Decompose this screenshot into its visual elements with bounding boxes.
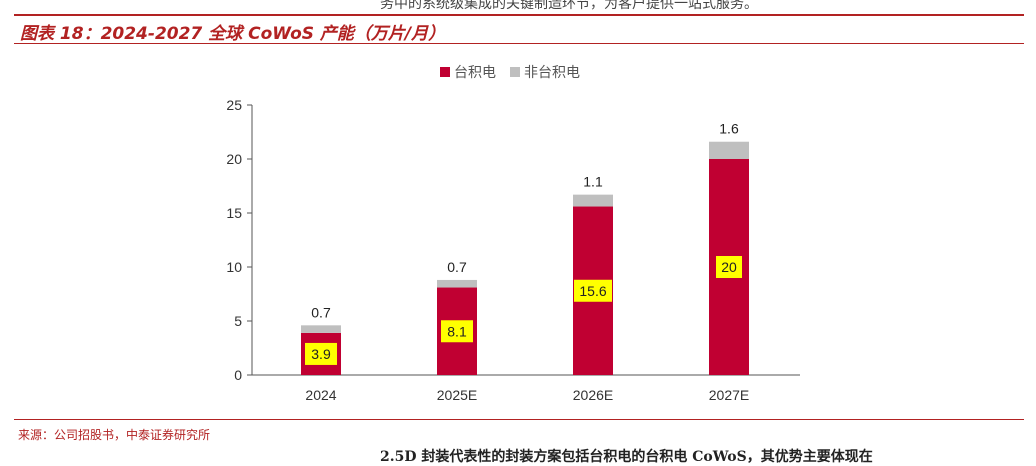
source-divider <box>14 419 1024 420</box>
label-tsmc-2027E: 20 <box>721 259 737 275</box>
y-tick-label-0: 0 <box>234 367 242 383</box>
label-tsmc-2024: 3.9 <box>311 346 331 362</box>
legend-label-2: 非台积电 <box>524 65 580 81</box>
legend-label-1: 台积电 <box>454 65 496 81</box>
x-tick-label-2027E: 2027E <box>709 387 749 403</box>
y-axis: 0 5 10 15 20 25 <box>226 97 800 383</box>
label-bg-tsmc-2026E <box>574 279 612 302</box>
bar-non-tsmc-2025E <box>437 279 477 288</box>
label-bg-tsmc-2024 <box>305 342 337 365</box>
x-tick-label-2026E: 2026E <box>573 387 613 403</box>
cut-off-top-text: 务中的系统级集成的关键制造环节，为客户提供一站式服务。 <box>380 0 758 12</box>
y-tick-label-3: 15 <box>226 205 242 221</box>
label-non-tsmc-2024: 0.7 <box>311 304 331 320</box>
cut-off-bottom-text: 2.5D 封装代表性的封装方案包括台积电的台积电 CoWoS，其优势主要体现在 <box>380 449 873 465</box>
stacked-bar-chart: 台积电 非台积电 0 5 10 15 20 25 3.9 0.7 8.1 0.7 15.6 1.1 20… <box>226 65 800 403</box>
label-bg-tsmc-2027E <box>716 256 742 278</box>
bar-non-tsmc-2026E <box>573 194 613 207</box>
figure-title-bar: 图表 18：2024-2027 全球 CoWoS 产能（万片/月） <box>14 14 1024 44</box>
bar-non-tsmc-2027E <box>709 141 749 159</box>
figure-title: 图表 18：2024-2027 全球 CoWoS 产能（万片/月） <box>20 24 446 44</box>
source-note: 来源：公司招股书，中泰证券研究所 <box>18 428 211 442</box>
bar-non-tsmc-2024 <box>301 325 341 333</box>
label-tsmc-2026E: 15.6 <box>579 283 606 299</box>
x-axis: 2024 2025E 2026E 2027E <box>305 387 749 403</box>
chart-legend: 台积电 非台积电 <box>440 65 580 81</box>
legend-swatch-1 <box>440 67 450 77</box>
y-tick-label-4: 20 <box>226 151 242 167</box>
x-tick-label-2025E: 2025E <box>437 387 477 403</box>
label-non-tsmc-2027E: 1.6 <box>719 121 739 137</box>
label-bg-tsmc-2025E <box>441 320 473 343</box>
label-tsmc-2025E: 8.1 <box>447 323 467 339</box>
label-non-tsmc-2025E: 0.7 <box>447 259 467 275</box>
y-tick-label-1: 5 <box>234 313 242 329</box>
y-tick-label-2: 10 <box>226 259 242 275</box>
legend-swatch-2 <box>510 67 520 77</box>
bar-group: 3.9 0.7 8.1 0.7 15.6 1.1 20 1.6 <box>301 121 749 375</box>
x-tick-label-2024: 2024 <box>305 387 336 403</box>
label-non-tsmc-2026E: 1.1 <box>583 174 603 190</box>
y-tick-label-5: 25 <box>226 97 242 113</box>
